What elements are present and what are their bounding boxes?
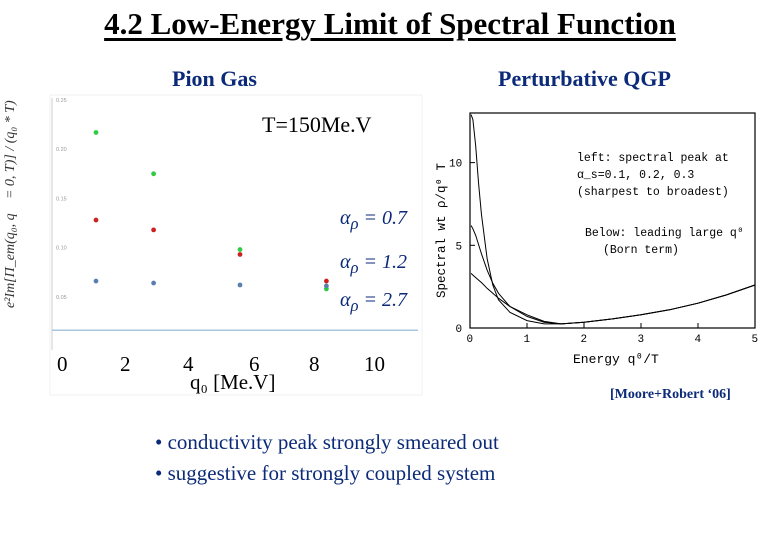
- qgp-x-tick-label: 5: [752, 334, 759, 346]
- data-point: [93, 130, 99, 135]
- page-title: 4.2 Low-Energy Limit of Spectral Functio…: [104, 6, 676, 41]
- x-axis-title: q₀ [Me.V]: [190, 370, 276, 394]
- x-tick-8: 8: [309, 352, 320, 376]
- y-tick-label: 0.25: [56, 98, 67, 104]
- qgp-x-tick-label: 4: [695, 334, 702, 346]
- y-tick-label: 0.10: [56, 246, 67, 252]
- spectral-curve: [470, 273, 756, 325]
- alpha-0.7-label: αρ = 0.7: [340, 207, 407, 233]
- data-point: [237, 282, 243, 288]
- x-tick-6: 6: [249, 352, 260, 376]
- qgp-y-tick-label: 0: [456, 324, 463, 336]
- annotation-line-4: Below: leading large q⁰: [585, 227, 744, 240]
- qgp-y-tick-label: 5: [456, 241, 463, 253]
- y-tick-label: 0.15: [56, 196, 67, 202]
- qgp-heading: Perturbative QGP: [498, 66, 671, 91]
- qgp-x-tick-label: 1: [524, 334, 531, 346]
- bullet-list: • conductivity peak strongly smeared out…: [155, 427, 499, 489]
- annotation-line-2: α_s=0.1, 0.2, 0.3: [577, 169, 694, 182]
- bullet-item: • conductivity peak strongly smeared out: [155, 430, 499, 454]
- bullet-item: • suggestive for strongly coupled system: [155, 461, 496, 485]
- pion-gas-heading: Pion Gas: [172, 66, 257, 91]
- alpha-1.2-label: αρ = 1.2: [340, 251, 407, 277]
- annotation-line-5: (Born term): [603, 244, 679, 257]
- data-point: [93, 278, 99, 284]
- annotation-line-1: left: spectral peak at: [577, 152, 729, 165]
- qgp-y-tick-label: 10: [449, 159, 462, 171]
- data-point: [93, 217, 99, 223]
- left-y-axis-label: e²Im[Π_em(q₀, q⃗ = 0, T)] / (q₀ * T): [3, 100, 18, 308]
- qgp-x-tick-label: 0: [467, 334, 474, 346]
- data-point: [237, 247, 243, 252]
- qgp-x-tick-label: 3: [638, 334, 645, 346]
- qgp-x-axis-label: Energy q⁰/T: [573, 352, 659, 367]
- x-tick-4: 4: [183, 352, 194, 376]
- data-point: [324, 278, 329, 284]
- data-point: [324, 283, 329, 289]
- citation: [Moore+Robert ‘06]: [610, 387, 731, 402]
- temperature-label: T=150Me.V: [262, 112, 372, 137]
- y-tick-label: 0.05: [56, 295, 67, 301]
- x-tick-0: 0: [57, 352, 68, 376]
- annotation-line-3: (sharpest to broadest): [577, 186, 729, 199]
- data-point: [237, 252, 243, 257]
- qgp-chart: 0 1 2 3 4 5 0 5 10 left: spectral peak at α_s=0.…: [425, 103, 780, 373]
- x-tick-10: 10: [364, 352, 385, 376]
- qgp-plot-frame: [469, 112, 756, 329]
- y-tick-label: 0.20: [56, 147, 67, 153]
- x-tick-2: 2: [120, 352, 131, 376]
- alpha-2.7-label: αρ = 2.7: [340, 289, 407, 315]
- data-point: [151, 280, 157, 286]
- qgp-x-tick-label: 2: [581, 334, 588, 346]
- pion-gas-chart: 0.25 0.20 0.15 0.10 0.05 e²Im[Π_em(q₀, q⃗ = …: [3, 94, 423, 396]
- data-point: [151, 171, 157, 177]
- data-point: [151, 227, 157, 233]
- qgp-y-axis-label: Spectral wt ρ/q⁰ T: [435, 162, 449, 298]
